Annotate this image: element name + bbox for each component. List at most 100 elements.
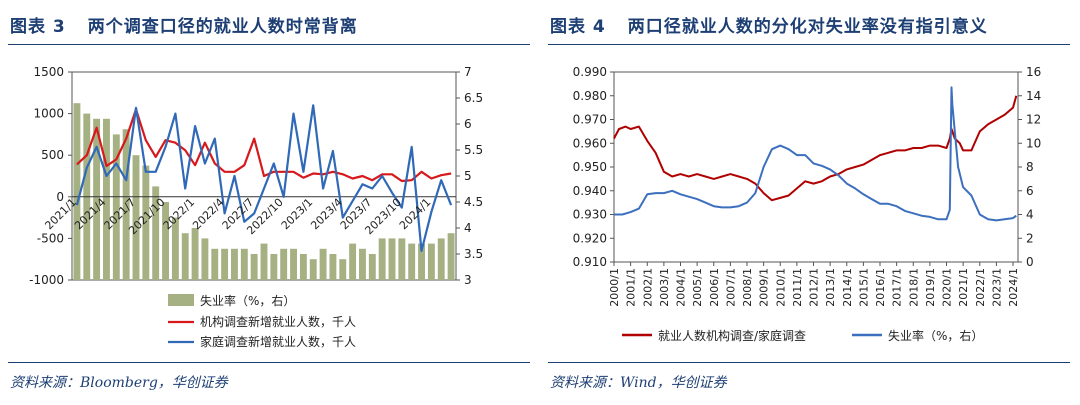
- bar-unemployment: [349, 243, 357, 280]
- x-tick-label: 2017/1: [891, 268, 904, 307]
- x-tick-label: 2007/1: [724, 268, 737, 307]
- y-right-tick-label: 4.5: [464, 195, 483, 209]
- x-tick-label: 2018/1: [907, 268, 920, 307]
- x-tick-label: 2011/1: [791, 268, 804, 307]
- figure-3-top-rule: [8, 44, 530, 45]
- y-left-tick-label: 0.990: [573, 65, 607, 79]
- y-left-tick-label: 0.960: [573, 136, 607, 150]
- x-tick-label: 2003/1: [658, 268, 671, 307]
- y-right-tick-label: 3.5: [464, 247, 483, 261]
- y-right-tick-label: 7: [464, 65, 472, 79]
- bar-unemployment: [418, 243, 425, 280]
- bar-unemployment: [427, 243, 435, 280]
- bar-unemployment: [339, 259, 347, 280]
- bar-unemployment: [231, 248, 238, 280]
- y-left-tick-label: 0.950: [573, 160, 607, 174]
- figure-3-title: 图表 3 两个调查口径的就业人数时常背离: [10, 12, 358, 37]
- figure-3-number: 图表 3: [10, 17, 66, 37]
- y-left-tick-label: 0.920: [573, 231, 607, 245]
- bar-unemployment: [162, 202, 169, 280]
- x-tick-label: 2016/1: [874, 268, 887, 307]
- x-tick-label: 2022/1: [974, 268, 987, 307]
- figure-4-title: 图表 4 两口径就业人数的分化对失业率没有指引意义: [550, 12, 988, 37]
- bar-unemployment: [290, 248, 297, 280]
- y-right-tick-label: 4: [1026, 208, 1034, 222]
- bar-unemployment: [368, 254, 376, 280]
- figure-4-chart: 0.910 0.920 0.930 0.940 0.950 0.960 0.970 0.980…: [573, 65, 1042, 343]
- y-left-tick-label: 0.980: [573, 89, 607, 103]
- bar-unemployment: [250, 254, 258, 280]
- x-tick-label: 2009/1: [758, 268, 771, 307]
- y-right-tick-label: 6.5: [464, 91, 483, 105]
- y-left-tick-label: 0.930: [573, 208, 607, 222]
- bar-unemployment: [319, 248, 327, 280]
- bar-unemployment: [359, 248, 366, 280]
- y-left-tick-label: 0.910: [573, 255, 607, 269]
- figure-4-panel: 图表 4 两口径就业人数的分化对失业率没有指引意义 0.910 0.920 0.930…: [540, 0, 1080, 405]
- legend-label-employment-ratio: 就业人数机构调查/家庭调查: [658, 328, 806, 343]
- bar-unemployment: [408, 243, 416, 280]
- y-right-tick-label: 4: [464, 221, 472, 235]
- bar-unemployment: [201, 238, 209, 280]
- y-right-tick-label: 3: [464, 273, 472, 287]
- figure-3-chart: -1000 -500 0 500 1000 1500 3 3.5 4 4.5 5 5.5 6 6.5 7 20…: [29, 65, 483, 349]
- y-right-tick-label: 12: [1026, 113, 1041, 127]
- legend-label-unemployment-rate: 失业率（%，右）: [888, 328, 983, 343]
- figure-4-title-text: 两口径就业人数的分化对失业率没有指引意义: [627, 17, 988, 37]
- bar-unemployment: [152, 186, 160, 280]
- x-tick-label: 2010/1: [774, 268, 787, 307]
- x-tick-label: 2005/1: [691, 268, 704, 307]
- bar-unemployment: [378, 238, 386, 280]
- bar-unemployment: [240, 248, 248, 280]
- x-tick-label: 2015/1: [857, 268, 870, 307]
- x-tick-label: 2002/1: [641, 268, 654, 307]
- bar-unemployment: [191, 228, 199, 280]
- bar-unemployment: [398, 238, 406, 280]
- bar-unemployment: [329, 254, 337, 280]
- x-tick-label: 2006/1: [708, 268, 721, 307]
- y-left-tick-label: 500: [41, 148, 64, 162]
- x-tick-label: 2013/1: [824, 268, 837, 307]
- bar-unemployment: [103, 118, 110, 280]
- y-right-tick-label: 5.5: [464, 143, 483, 157]
- y-right-tick-label: 6: [464, 117, 472, 131]
- bar-unemployment: [270, 254, 278, 280]
- x-tick-label: 2024/1: [1007, 268, 1020, 307]
- x-tick-label: 2014/1: [841, 268, 854, 307]
- figure-4-number: 图表 4: [550, 17, 606, 37]
- y-left-tick-label: 0: [56, 190, 64, 204]
- line-household-survey: [75, 104, 453, 252]
- bar-unemployment: [388, 238, 396, 280]
- bar-unemployment: [122, 129, 130, 280]
- y-right-tick-label: 14: [1026, 89, 1041, 103]
- y-left-tick-label: 1000: [33, 107, 64, 121]
- figure-4-bottom-rule: [548, 362, 1070, 363]
- bar-unemployment: [132, 155, 140, 280]
- x-tick-label: 2008/1: [741, 268, 754, 307]
- bar-unemployment: [112, 134, 120, 280]
- bar-unemployment: [280, 248, 288, 280]
- figure-4-source: 资料来源：Wind，华创证券: [550, 375, 727, 391]
- x-tick-label: 2023/1: [990, 268, 1003, 307]
- y-right-tick-label: 0: [1026, 255, 1034, 269]
- y-left-tick-label: -500: [37, 231, 64, 245]
- x-tick-label: 2019/1: [924, 268, 937, 307]
- x-tick-label: 2004/1: [675, 268, 688, 307]
- line-unemployment-rate: [614, 86, 1017, 222]
- bar-unemployment: [142, 165, 150, 280]
- y-left-tick-label: 0.970: [573, 113, 607, 127]
- bar-unemployment: [309, 259, 317, 280]
- legend-label-unemployment: 失业率（%，右）: [200, 293, 295, 308]
- y-left-tick-label: 1500: [33, 65, 64, 79]
- bar-unemployment: [181, 233, 189, 280]
- x-tick-label: 2000/1: [608, 268, 621, 307]
- bar-unemployment: [221, 248, 229, 280]
- bar-unemployment: [171, 217, 179, 280]
- x-tick-label: 2021/1: [957, 268, 970, 307]
- legend-swatch-unemployment: [168, 294, 194, 306]
- figure-3-source: 资料来源：Bloomberg，华创证券: [10, 375, 228, 391]
- line-establishment-survey: [76, 108, 452, 183]
- y-right-tick-label: 6: [1026, 184, 1034, 198]
- x-tick-label: 2012/1: [808, 268, 821, 307]
- bar-unemployment: [93, 118, 101, 280]
